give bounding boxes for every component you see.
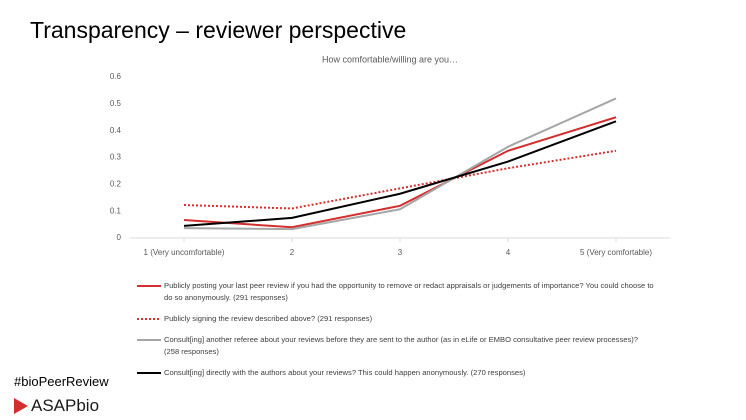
chart-title: How comfortable/willing are you… xyxy=(322,54,458,64)
x-tick-label: 3 xyxy=(398,248,403,257)
hashtag: #bioPeerReview xyxy=(14,374,109,389)
legend-label: Consult[ing] another referee about your … xyxy=(164,335,639,356)
legend: Publicly posting your last peer review i… xyxy=(137,280,657,388)
x-tick-label: 4 xyxy=(506,248,511,257)
legend-swatch xyxy=(137,285,161,287)
line-series xyxy=(183,97,617,231)
line-series xyxy=(183,149,617,210)
legend-label: Publicly posting your last peer review i… xyxy=(164,281,654,302)
legend-swatch xyxy=(137,318,161,320)
y-tick-label: 0.1 xyxy=(110,206,122,215)
logo-icon xyxy=(14,398,28,414)
legend-label: Consult[ing] directly with the authors a… xyxy=(164,368,526,377)
chart: How comfortable/willing are you… 0 0.1 0.2… xyxy=(110,54,670,257)
x-tick-label: 5 (Very comfortable) xyxy=(580,248,652,257)
y-tick-label: 0.2 xyxy=(110,179,122,188)
logo: ASAPbio xyxy=(14,396,99,416)
legend-entry: Consult[ing] another referee about your … xyxy=(137,334,657,358)
x-tick-label: 1 (Very uncomfortable) xyxy=(144,248,225,257)
legend-swatch xyxy=(137,372,161,374)
slide-title: Transparency – reviewer perspective xyxy=(30,17,407,43)
y-tick-label: 0.3 xyxy=(110,153,122,162)
line-series xyxy=(183,116,617,229)
legend-swatch xyxy=(137,339,161,341)
legend-entry: Publicly signing the review described ab… xyxy=(137,313,657,325)
y-tick-label: 0.4 xyxy=(110,126,122,135)
x-tick-label: 2 xyxy=(290,248,295,257)
legend-label: Publicly signing the review described ab… xyxy=(164,314,373,323)
legend-entry: Publicly posting your last peer review i… xyxy=(137,280,657,304)
y-tick-label: 0 xyxy=(117,233,122,242)
y-tick-label: 0.5 xyxy=(110,99,122,108)
line-series xyxy=(183,120,617,227)
logo-text: ASAPbio xyxy=(31,396,100,415)
y-tick-label: 0.6 xyxy=(110,72,122,81)
legend-entry: Consult[ing] directly with the authors a… xyxy=(137,367,657,379)
